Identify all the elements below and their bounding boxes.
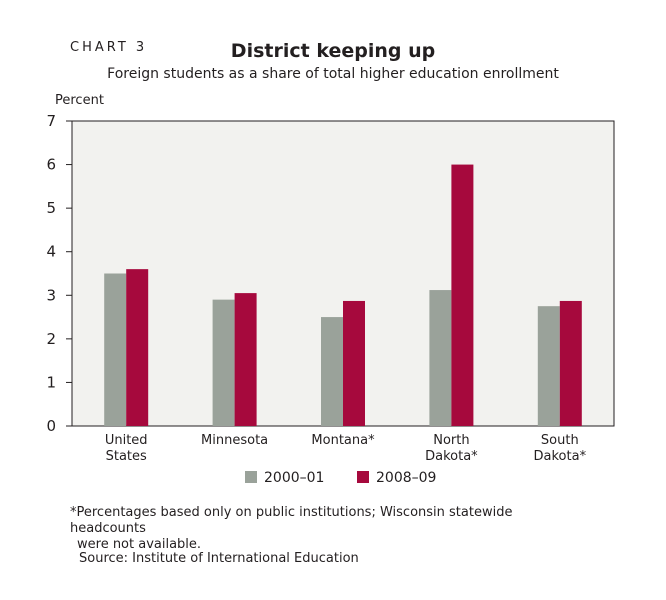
chart-title: District keeping up (230, 40, 436, 62)
x-category-label-line: States (106, 449, 147, 464)
footnote-line-1: *Percentages based only on public instit… (70, 505, 513, 536)
bar-series-1 (104, 273, 127, 426)
x-category-label-line: Montana* (311, 433, 375, 448)
footnote: *Percentages based only on public instit… (70, 505, 590, 553)
x-category-label-line: Dakota* (425, 449, 478, 464)
y-tick-label: 6 (46, 156, 56, 174)
chart-subtitle: Foreign students as a share of total hig… (107, 66, 559, 82)
x-category-label: South Dakota* (534, 433, 587, 464)
y-tick-label: 2 (46, 330, 56, 348)
bar-series-2 (126, 269, 149, 426)
bar-series-1 (429, 290, 452, 426)
bar-series-2 (559, 300, 582, 426)
bar-series-2 (451, 164, 474, 427)
x-category-label-line: North (433, 433, 469, 448)
x-category-label: North Dakota* (425, 433, 478, 464)
legend: 2000–01 2008–09 (245, 470, 436, 486)
legend-label: 2000–01 (264, 470, 324, 486)
legend-swatch (357, 471, 369, 483)
bars (104, 164, 582, 427)
x-category-label: Minnesota (201, 433, 268, 448)
x-category-label-line: Minnesota (201, 433, 268, 448)
bar-series-1 (212, 299, 235, 426)
bar-series-2 (234, 293, 257, 426)
y-tick-label: 3 (46, 286, 56, 304)
bar-series-1 (537, 306, 560, 426)
bar-chart: 0 1 2 3 4 5 6 7 United States Minnesota Montana* No… (46, 112, 615, 486)
y-tick-label: 0 (46, 417, 56, 435)
y-axis: 0 1 2 3 4 5 6 7 (46, 112, 72, 435)
bar-series-1 (321, 317, 343, 426)
x-category-label-line: Dakota* (534, 449, 587, 464)
legend-label: 2008–09 (376, 470, 436, 486)
bar-series-2 (343, 300, 365, 426)
footnote-line-2: were not available. (77, 537, 202, 552)
y-tick-label: 1 (46, 373, 56, 391)
x-category-label-line: United (105, 433, 148, 448)
x-category-label-line: South (541, 433, 579, 448)
legend-swatch (245, 471, 257, 483)
y-tick-label: 7 (46, 112, 56, 130)
y-tick-label: 4 (46, 243, 56, 261)
x-category-label: Montana* (311, 433, 375, 448)
chart-number-label: CHART 3 (70, 40, 148, 55)
y-axis-label: Percent (55, 93, 104, 108)
x-category-label: United States (105, 433, 148, 464)
source-note: Source: Institute of International Educa… (79, 551, 359, 566)
y-tick-label: 5 (46, 199, 56, 217)
